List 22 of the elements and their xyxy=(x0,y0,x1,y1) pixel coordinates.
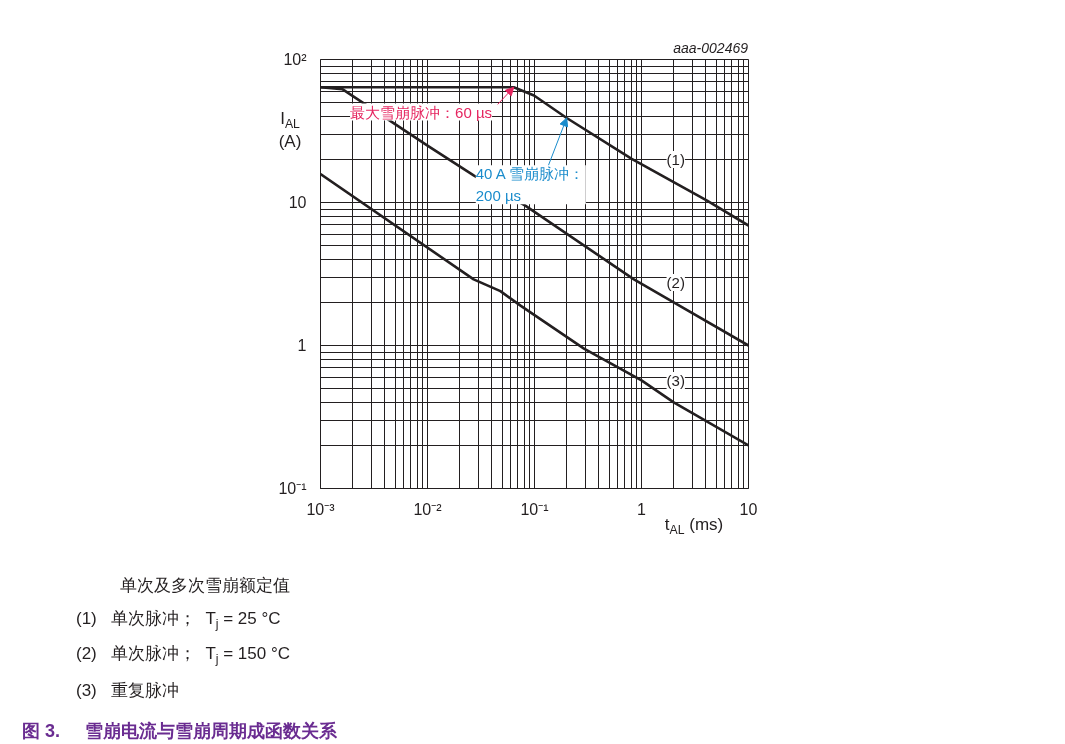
x-tick-label: 10⁻¹ xyxy=(520,500,549,518)
text: aaa-002469 xyxy=(673,40,748,56)
y-tick-label: 1 xyxy=(297,337,307,354)
y-axis-title: I$_{AL}$ (A) xyxy=(278,109,302,151)
text: 单次及多次雪崩额定值 xyxy=(120,575,290,595)
series-label: (1) xyxy=(666,151,685,169)
x-tick-label: 10 xyxy=(739,500,758,518)
text: (3) 重复脉冲 xyxy=(76,680,179,700)
x-tick-label: 10⁻² xyxy=(413,500,443,518)
annotation: 最大雪崩脉冲：60 µs xyxy=(350,103,493,121)
series-label: (3) xyxy=(666,371,685,389)
y-tick-label: 10² xyxy=(283,51,308,68)
annotation: 40 A 雪崩脉冲： 200 µs xyxy=(475,165,585,205)
x-axis-title: t$_{AL}$ (ms) xyxy=(664,515,724,537)
text: 图 3. 雪崩电流与雪崩周期成函数关系 xyxy=(22,721,338,741)
x-tick-label: 10⁻³ xyxy=(306,500,336,518)
y-tick-label: 10 xyxy=(288,194,307,211)
x-tick-label: 1 xyxy=(637,500,647,518)
text: (2) 单次脉冲； T$_{j}$ = 150 °C xyxy=(76,644,291,666)
text: (1) 单次脉冲； T$_{j}$ = 25 °C xyxy=(76,609,281,631)
series-label: (2) xyxy=(666,274,685,292)
y-tick-label: 10⁻¹ xyxy=(278,480,307,497)
